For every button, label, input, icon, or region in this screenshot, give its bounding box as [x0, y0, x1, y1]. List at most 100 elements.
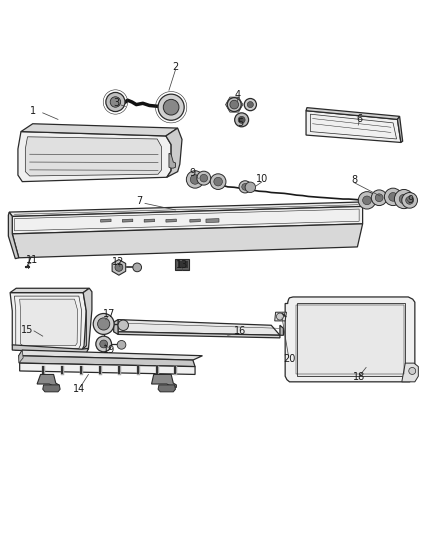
Polygon shape	[118, 320, 280, 335]
Polygon shape	[114, 320, 118, 334]
Circle shape	[394, 189, 413, 208]
Polygon shape	[12, 224, 363, 258]
Circle shape	[363, 196, 371, 205]
Circle shape	[242, 183, 248, 190]
Circle shape	[200, 174, 208, 182]
Circle shape	[358, 192, 376, 209]
Text: 3: 3	[113, 98, 120, 108]
Circle shape	[247, 102, 253, 108]
Circle shape	[231, 101, 238, 108]
Polygon shape	[122, 219, 133, 222]
Polygon shape	[176, 259, 189, 270]
Polygon shape	[37, 375, 59, 387]
Text: 19: 19	[103, 345, 116, 355]
Polygon shape	[397, 116, 403, 142]
Text: 5: 5	[237, 118, 243, 128]
Polygon shape	[169, 154, 176, 168]
Circle shape	[402, 192, 417, 208]
Polygon shape	[18, 132, 171, 182]
Polygon shape	[19, 350, 23, 363]
Polygon shape	[12, 345, 88, 353]
Polygon shape	[285, 297, 415, 382]
Polygon shape	[20, 299, 78, 346]
Polygon shape	[10, 288, 89, 293]
Text: 14: 14	[73, 384, 85, 394]
Circle shape	[100, 340, 108, 348]
Polygon shape	[297, 303, 405, 376]
Polygon shape	[25, 137, 162, 176]
Circle shape	[406, 197, 413, 204]
Circle shape	[375, 194, 383, 201]
Text: 9: 9	[407, 196, 413, 205]
Polygon shape	[166, 128, 182, 177]
Circle shape	[186, 171, 204, 188]
Circle shape	[117, 341, 126, 349]
Circle shape	[239, 181, 251, 193]
Polygon shape	[275, 312, 286, 321]
Polygon shape	[280, 325, 283, 335]
Circle shape	[115, 263, 123, 271]
Polygon shape	[101, 219, 111, 222]
Circle shape	[371, 190, 387, 206]
Polygon shape	[402, 363, 418, 382]
Circle shape	[110, 97, 120, 107]
Text: 8: 8	[352, 175, 358, 185]
Polygon shape	[306, 108, 399, 119]
Text: 20: 20	[283, 354, 296, 364]
Polygon shape	[206, 219, 219, 223]
Polygon shape	[12, 206, 363, 234]
Text: 2: 2	[172, 62, 179, 72]
Circle shape	[238, 116, 245, 123]
Circle shape	[190, 175, 200, 184]
Circle shape	[245, 182, 255, 192]
Polygon shape	[10, 293, 86, 350]
Text: 4: 4	[234, 90, 240, 100]
Text: 9: 9	[190, 168, 196, 178]
Text: 6: 6	[356, 114, 362, 124]
Circle shape	[227, 98, 241, 111]
Circle shape	[133, 263, 141, 272]
Text: 17: 17	[103, 309, 116, 319]
Text: 7: 7	[137, 196, 143, 206]
Polygon shape	[158, 385, 176, 392]
Text: 16: 16	[234, 326, 246, 336]
Text: 13: 13	[176, 260, 188, 270]
Text: 11: 11	[26, 255, 38, 265]
Text: 1: 1	[30, 106, 36, 116]
Polygon shape	[226, 97, 243, 112]
Circle shape	[244, 99, 256, 111]
Circle shape	[158, 94, 184, 120]
Polygon shape	[306, 111, 401, 142]
Polygon shape	[82, 288, 92, 350]
Polygon shape	[118, 332, 280, 338]
Circle shape	[214, 177, 223, 186]
Text: 10: 10	[255, 174, 268, 184]
Circle shape	[276, 313, 283, 320]
Circle shape	[210, 174, 226, 189]
Circle shape	[235, 113, 249, 127]
Polygon shape	[152, 375, 177, 387]
Circle shape	[389, 192, 397, 201]
Circle shape	[163, 99, 179, 115]
Circle shape	[98, 318, 110, 330]
Polygon shape	[20, 363, 195, 375]
Polygon shape	[190, 219, 200, 222]
Circle shape	[409, 367, 416, 375]
Polygon shape	[21, 124, 178, 136]
Text: 15: 15	[21, 325, 34, 335]
Polygon shape	[9, 202, 363, 216]
Circle shape	[106, 92, 125, 111]
Polygon shape	[19, 350, 202, 360]
Circle shape	[230, 100, 239, 109]
Polygon shape	[8, 212, 19, 259]
Circle shape	[96, 336, 112, 352]
Text: 12: 12	[112, 257, 124, 267]
Circle shape	[93, 313, 114, 334]
Polygon shape	[19, 356, 195, 367]
Circle shape	[399, 194, 409, 204]
Text: 18: 18	[353, 373, 365, 383]
Polygon shape	[112, 260, 126, 275]
Circle shape	[385, 188, 402, 206]
Polygon shape	[43, 385, 60, 392]
Polygon shape	[144, 219, 155, 222]
